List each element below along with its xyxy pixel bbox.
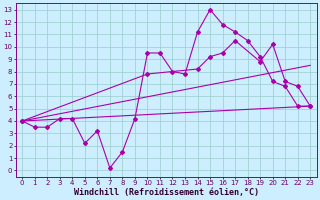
X-axis label: Windchill (Refroidissement éolien,°C): Windchill (Refroidissement éolien,°C) [74,188,259,197]
